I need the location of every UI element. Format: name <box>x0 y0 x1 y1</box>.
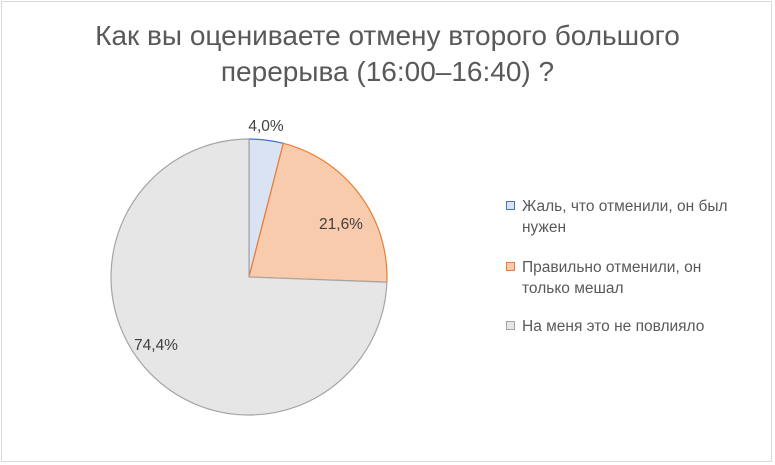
legend-swatch-slice-3 <box>506 321 515 330</box>
legend-item-slice-2: Правильно отменили, он только мешал <box>506 257 768 299</box>
data-label-slice-1: 4,0% <box>248 118 284 135</box>
legend-swatch-slice-1 <box>506 201 515 210</box>
pie-slice-3 <box>110 138 388 416</box>
legend-label-slice-1-line-2: нужен <box>522 219 567 236</box>
data-label-slice-3: 74,4% <box>134 337 178 354</box>
legend-swatch-slice-2 <box>506 262 515 271</box>
chart-title: Как вы оцениваете отмену второго большог… <box>2 18 773 90</box>
legend-label-slice-3-line-1: На меня это не повлияло <box>522 318 705 335</box>
data-label-slice-2: 21,6% <box>319 216 363 233</box>
chart-title-line-1: Как вы оцениваете отмену второго большог… <box>95 20 680 51</box>
chart-title-line-2: перерыва (16:00–16:40) ? <box>220 56 555 87</box>
legend-item-slice-3: На меня это не повлияло <box>506 316 768 337</box>
legend-label-slice-2-line-1: Правильно отменили, он <box>522 259 702 276</box>
legend-label-slice-2-line-2: только мешал <box>522 280 624 297</box>
pie-slice-2 <box>248 142 388 283</box>
legend-item-slice-1: Жаль, что отменили, он был нужен <box>506 196 768 238</box>
legend-label-slice-1-line-1: Жаль, что отменили, он был <box>522 198 728 215</box>
